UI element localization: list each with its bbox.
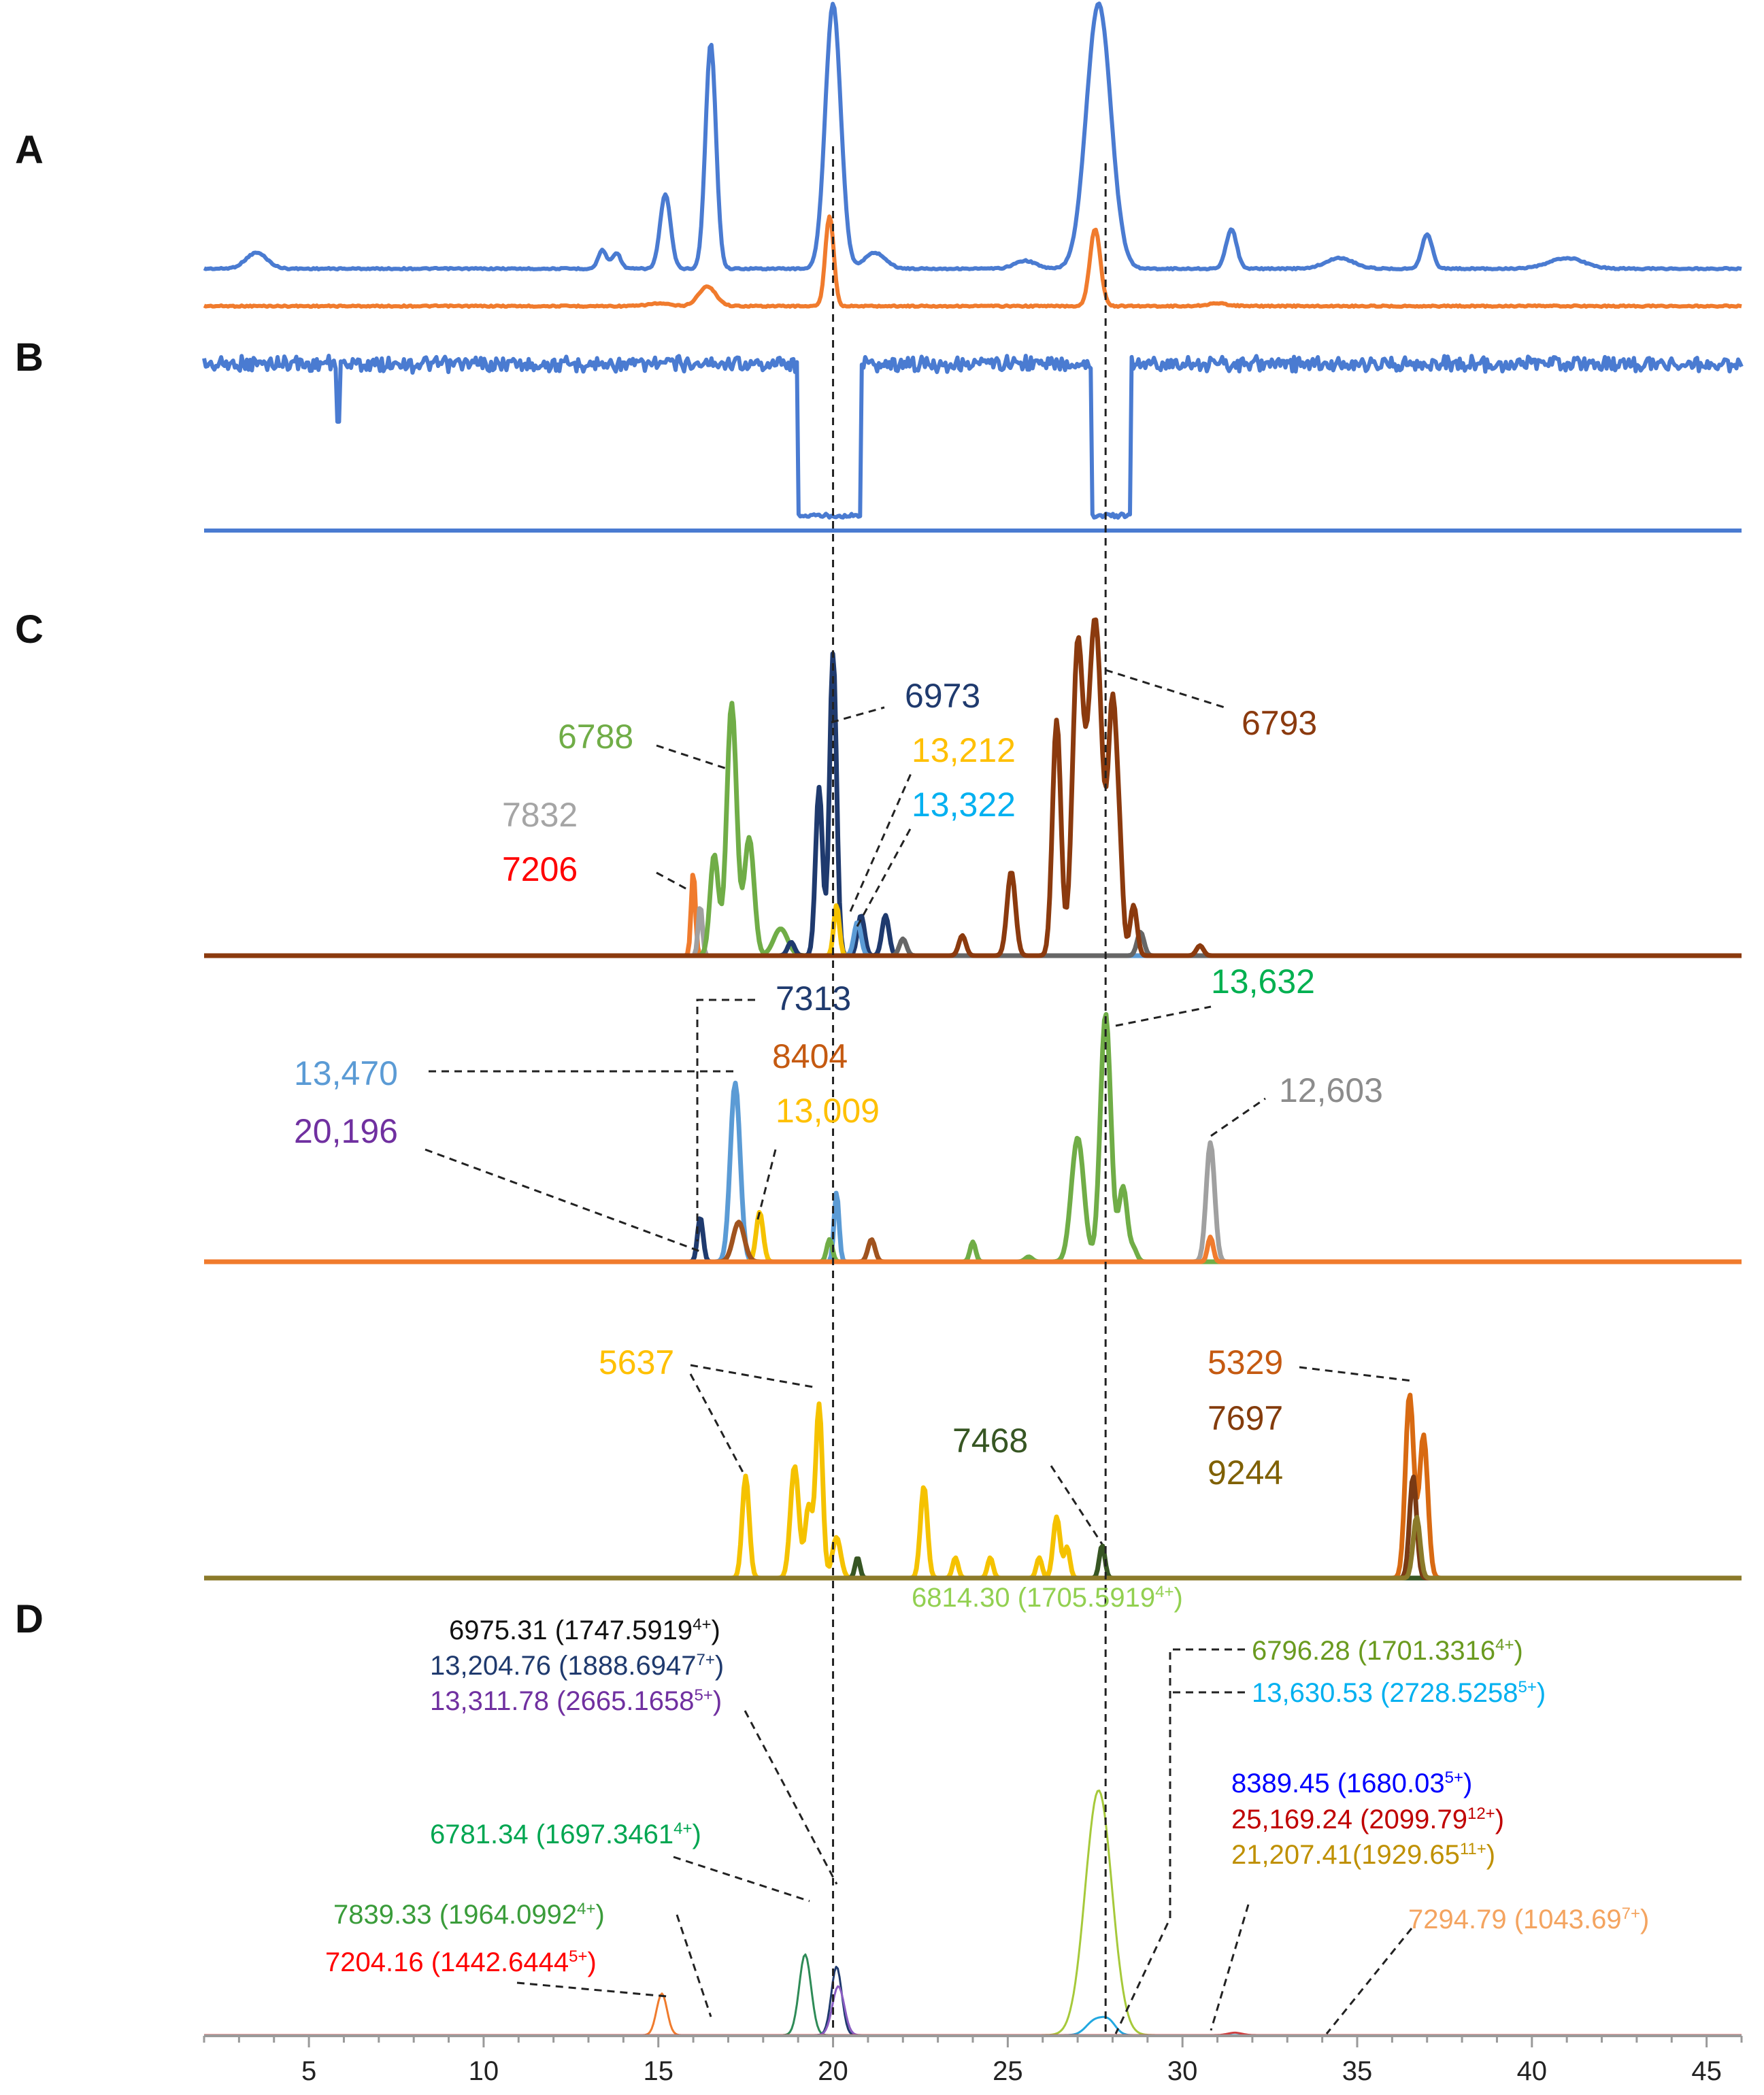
annotations-c1: 6788 7832 7206 6973 13,212 13,322 6793 — [502, 669, 1317, 927]
leader-6788 — [656, 744, 727, 770]
leader-13322 — [856, 826, 913, 927]
trace-c2-1 — [203, 1080, 1742, 1264]
label-7839: 7839.33 (1964.09924+) — [333, 1900, 605, 1930]
annotations-d: 6975.31 (1747.59194+) 13,204.76 (1888.69… — [325, 1583, 1649, 2034]
label-13632: 13,632 — [1211, 962, 1315, 1001]
label-5329: 5329 — [1208, 1343, 1283, 1381]
label-6814: 6814.30 (1705.59194+) — [912, 1583, 1183, 1613]
label-8389: 8389.45 (1680.035+) — [1231, 1769, 1472, 1798]
leader-6781 — [673, 1856, 810, 1903]
leader-8389 — [1210, 1904, 1250, 2031]
leader-7206 — [656, 871, 691, 892]
label-7697: 7697 — [1208, 1399, 1283, 1437]
trace-c2-2 — [203, 1209, 1742, 1264]
label-6781: 6781.34 (1697.34614+) — [430, 1820, 701, 1849]
trace-c2-6 — [203, 1235, 1742, 1264]
label-6788: 6788 — [558, 718, 633, 756]
panel-a — [203, 1, 1742, 309]
reference-lines — [832, 146, 1107, 2032]
x-axis: 5 10 15 20 25 30 35 40 45 — [203, 2034, 1743, 2086]
label-21207: 21,207.41(1929.6511+) — [1231, 1840, 1495, 1870]
x-tick-label: 45 — [1691, 2056, 1722, 2086]
label-13630: 13,630.53 (2728.52585+) — [1252, 1678, 1546, 1708]
panel-label-a: A — [15, 128, 44, 172]
panel-label-c: C — [15, 607, 44, 652]
trace-c1-0 — [203, 873, 1742, 958]
trace-c2-4 — [203, 1011, 1742, 1264]
trace-c3-4 — [203, 1515, 1742, 1581]
trace-d-0 — [204, 1992, 1742, 2037]
label-6793: 6793 — [1242, 704, 1317, 742]
leader-6975 — [744, 1710, 838, 1885]
trace-c1-5 — [203, 920, 1742, 958]
trace-d-5 — [204, 2015, 1742, 2037]
label-6796: 6796.28 (1701.33164+) — [1252, 1636, 1523, 1666]
label-20196: 20,196 — [294, 1112, 398, 1150]
panel-c3 — [203, 1392, 1742, 1581]
leader-5637b — [689, 1373, 746, 1477]
leader-7313 — [696, 999, 755, 1241]
leader-6973 — [831, 706, 885, 724]
x-tick-label: 40 — [1517, 2056, 1548, 2086]
trace-c3-1 — [203, 1543, 1742, 1581]
label-13009: 13,009 — [776, 1092, 880, 1130]
label-13470: 13,470 — [294, 1054, 398, 1092]
leader-5637a — [690, 1364, 817, 1389]
trace-a-1 — [203, 214, 1742, 309]
label-13322: 13,322 — [912, 786, 1016, 824]
annotations-c3: 5637 7468 5329 7697 9244 — [599, 1343, 1412, 1545]
label-13212: 13,212 — [912, 731, 1016, 769]
annotations-c2: 7313 8404 13,009 13,470 20,196 13,632 12… — [294, 962, 1383, 1253]
label-5637: 5637 — [599, 1343, 674, 1381]
x-tick-label: 25 — [993, 2056, 1023, 2086]
trace-c1-4 — [203, 903, 1742, 958]
trace-d-3 — [204, 1985, 1742, 2037]
trace-b-0 — [202, 354, 1744, 520]
leader-7294 — [1325, 1928, 1413, 2034]
label-7468: 7468 — [952, 1422, 1028, 1460]
label-7206: 7206 — [502, 850, 578, 888]
panel-label-b: B — [15, 335, 44, 380]
label-6975: 6975.31 (1747.59194+) — [449, 1615, 720, 1645]
label-25169: 25,169.24 (2099.7912+) — [1231, 1805, 1504, 1834]
x-tick-label: 5 — [301, 2056, 316, 2086]
trace-layer — [202, 1, 1744, 2037]
panel-c2 — [203, 1011, 1742, 1264]
label-13204: 13,204.76 (1888.69477+) — [430, 1651, 724, 1681]
trace-c3-3 — [203, 1474, 1742, 1581]
panel-c1 — [203, 617, 1742, 958]
label-6973: 6973 — [905, 677, 980, 715]
leader-7204 — [516, 1981, 667, 1998]
label-12603: 12,603 — [1279, 1071, 1383, 1109]
leader-7839 — [676, 1914, 712, 2017]
trace-c1-1 — [203, 906, 1742, 958]
x-tick-label: 15 — [643, 2056, 673, 2086]
leader-13009 — [755, 1149, 777, 1225]
label-7832: 7832 — [502, 796, 578, 834]
panel-label-d: D — [15, 1597, 44, 1641]
leader-13632 — [1115, 1005, 1212, 1027]
panel-b — [202, 354, 1744, 533]
trace-a-0 — [203, 1, 1742, 271]
leader-6793 — [1105, 669, 1225, 709]
leader-12603 — [1210, 1097, 1266, 1137]
leader-20196 — [425, 1148, 701, 1253]
label-9244: 9244 — [1208, 1454, 1283, 1492]
label-7294: 7294.79 (1043.697+) — [1408, 1905, 1649, 1934]
leader-6796 — [1114, 1648, 1245, 2034]
label-7313: 7313 — [776, 979, 851, 1018]
trace-c1-7 — [203, 617, 1742, 958]
trace-c1-6 — [203, 930, 1742, 958]
label-8404: 8404 — [772, 1037, 848, 1075]
x-tick-label: 10 — [469, 2056, 499, 2086]
x-tick-label: 35 — [1342, 2056, 1373, 2086]
leader-7468 — [1050, 1465, 1103, 1545]
label-7204: 7204.16 (1442.64445+) — [325, 1947, 597, 1977]
label-13311: 13,311.78 (2665.16585+) — [430, 1686, 722, 1716]
x-tick-label: 30 — [1167, 2056, 1198, 2086]
leader-5329 — [1299, 1366, 1412, 1382]
x-tick-label: 20 — [818, 2056, 848, 2086]
